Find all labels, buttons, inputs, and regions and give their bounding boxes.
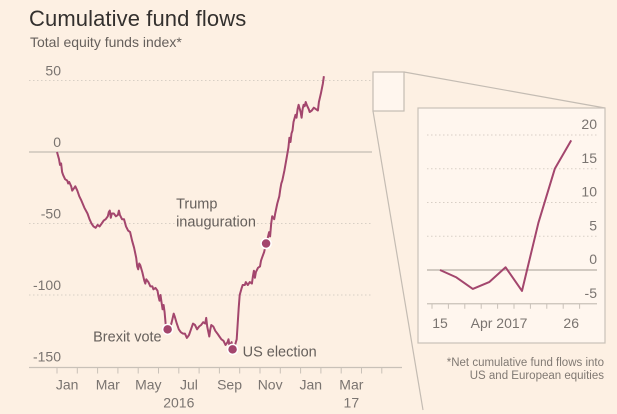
inset-y-tick-label: 0 xyxy=(589,251,597,267)
x-tick-label: Mar xyxy=(96,377,120,393)
footnote-line-2: US and European equities xyxy=(469,370,604,382)
inset-y-tick-label: 20 xyxy=(581,116,597,132)
y-tick-label: 0 xyxy=(53,134,61,150)
x-tick-label: Nov xyxy=(258,377,283,393)
x-tick-label: Jan xyxy=(299,377,322,393)
series-line xyxy=(56,76,325,351)
main-y-tick-labels: 50 0 -50 -100 -150 xyxy=(33,63,61,365)
inset-y-tick-label: 5 xyxy=(589,217,597,233)
x-tick-label: Jan xyxy=(56,377,79,393)
inset-x-tick-label: 26 xyxy=(563,315,579,331)
footnote: *Net cumulative fund flows into US and E… xyxy=(447,357,604,383)
inset-series-line xyxy=(439,139,573,292)
year-label: 2016 xyxy=(163,395,194,411)
y-tick-label: -150 xyxy=(33,349,61,365)
annotation-label: inauguration xyxy=(176,215,256,231)
chart-title: Cumulative fund flows xyxy=(29,6,247,31)
y-tick-label: -50 xyxy=(41,206,61,222)
main-annotations: Brexit vote US election Trump inauguration xyxy=(93,197,317,361)
inset-x-tick-label: Apr 2017 xyxy=(471,315,528,331)
y-tick-label: -100 xyxy=(33,277,61,293)
inset-chart: 20 15 10 5 0 -5 15 Apr 2017 26 xyxy=(417,107,606,344)
main-x-axis xyxy=(29,366,402,374)
inset-y-tick-label: 10 xyxy=(581,184,597,200)
main-series xyxy=(56,76,325,351)
zoom-connector xyxy=(372,71,606,411)
annotation-marker xyxy=(226,343,239,356)
annotation-marker xyxy=(260,237,272,250)
connector-line-top xyxy=(403,71,606,109)
annotation-label: US election xyxy=(243,344,317,360)
zoom-box xyxy=(372,71,405,112)
y-tick-label: 50 xyxy=(45,63,61,79)
x-tick-label: Mar xyxy=(339,377,363,393)
main-gridlines xyxy=(29,80,372,296)
main-x-tick-labels: Jan Mar May Jul Sep Nov Jan Mar 2016 17 xyxy=(56,377,364,411)
annotation-label: Trump xyxy=(176,197,217,213)
annotation-label: Brexit vote xyxy=(93,329,162,345)
annotation-marker xyxy=(161,323,174,336)
x-tick-label: May xyxy=(135,377,161,393)
footnote-line-1: *Net cumulative fund flows into xyxy=(446,357,604,369)
inset-x-tick-label: 15 xyxy=(432,315,448,331)
inset-y-tick-label: 15 xyxy=(581,150,597,166)
inset-frame xyxy=(417,107,606,344)
chart-subtitle: Total equity funds index* xyxy=(30,34,182,50)
connector-line-bottom xyxy=(372,110,424,411)
x-tick-label: Jul xyxy=(180,377,198,393)
inset-y-tick-label: -5 xyxy=(585,285,598,301)
x-tick-label: Sep xyxy=(217,377,242,393)
year-label: 17 xyxy=(344,395,360,411)
